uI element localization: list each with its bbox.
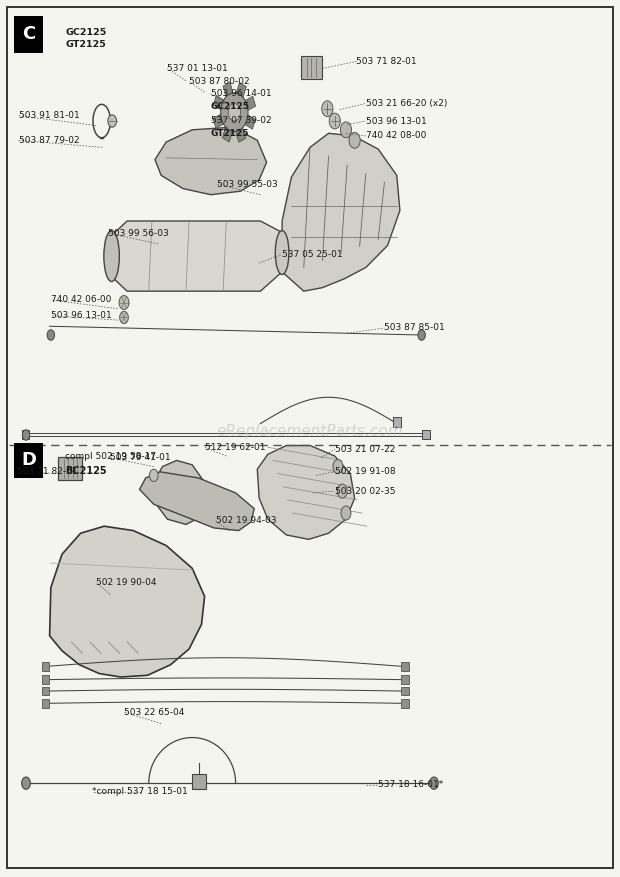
Text: 503 96 14-01: 503 96 14-01 (211, 89, 272, 98)
Polygon shape (223, 127, 232, 142)
Polygon shape (257, 446, 355, 539)
Text: eReplacementParts.com: eReplacementParts.com (216, 424, 404, 439)
Text: 503 96 13-01: 503 96 13-01 (366, 117, 427, 125)
Text: 503 22 65-04: 503 22 65-04 (124, 708, 184, 717)
FancyBboxPatch shape (42, 687, 49, 695)
FancyBboxPatch shape (42, 699, 49, 708)
Text: GT2125: GT2125 (65, 40, 106, 49)
Text: BC2125: BC2125 (65, 466, 107, 476)
Polygon shape (246, 96, 255, 111)
Text: 502 19 90-04: 502 19 90-04 (96, 578, 157, 587)
FancyBboxPatch shape (42, 662, 49, 671)
Text: 503 99 55-03: 503 99 55-03 (217, 180, 278, 189)
Circle shape (337, 484, 347, 498)
Text: 503 20 02-35: 503 20 02-35 (335, 487, 396, 496)
Circle shape (228, 103, 241, 121)
Text: 537 07 39-02: 537 07 39-02 (211, 116, 272, 125)
Text: 503 21 07-22: 503 21 07-22 (335, 445, 395, 453)
Circle shape (341, 506, 351, 520)
Text: 740 42 06-00: 740 42 06-00 (51, 296, 111, 304)
Circle shape (340, 122, 352, 138)
Polygon shape (245, 115, 255, 129)
FancyBboxPatch shape (42, 675, 49, 684)
Text: GC2125: GC2125 (65, 28, 107, 37)
FancyBboxPatch shape (393, 417, 401, 427)
Ellipse shape (104, 231, 119, 282)
Polygon shape (223, 82, 233, 96)
Circle shape (119, 296, 129, 310)
Text: 503 71 82-01: 503 71 82-01 (17, 467, 78, 476)
Text: GT2125: GT2125 (211, 129, 249, 138)
Text: 503 79 41-01: 503 79 41-01 (110, 453, 171, 462)
Circle shape (108, 115, 117, 127)
Text: 503 87 79-02: 503 87 79-02 (19, 136, 79, 145)
Ellipse shape (275, 231, 289, 275)
Text: D: D (21, 452, 36, 469)
FancyBboxPatch shape (14, 16, 43, 53)
Text: 740 42 08-00: 740 42 08-00 (366, 132, 426, 140)
FancyBboxPatch shape (401, 662, 409, 671)
FancyBboxPatch shape (401, 699, 409, 708)
FancyBboxPatch shape (401, 687, 409, 695)
Circle shape (349, 132, 360, 148)
Polygon shape (154, 460, 208, 524)
Circle shape (47, 330, 55, 340)
Text: 512 19 62-01: 512 19 62-01 (205, 443, 265, 452)
FancyBboxPatch shape (301, 56, 322, 79)
Text: C: C (22, 25, 35, 43)
Circle shape (22, 777, 30, 789)
Circle shape (418, 330, 425, 340)
Text: 503 21 66-20 (x2): 503 21 66-20 (x2) (366, 99, 447, 108)
Circle shape (430, 777, 438, 789)
Text: 503 96 13-01: 503 96 13-01 (51, 311, 112, 320)
Polygon shape (236, 128, 246, 142)
Text: 503 87 85-01: 503 87 85-01 (384, 324, 445, 332)
FancyBboxPatch shape (192, 774, 206, 789)
FancyBboxPatch shape (422, 430, 430, 439)
Circle shape (333, 460, 343, 474)
Polygon shape (155, 127, 267, 195)
Polygon shape (140, 472, 254, 531)
Text: 503 87 80-02: 503 87 80-02 (189, 77, 250, 86)
Circle shape (329, 113, 340, 129)
Text: 503 91 81-01: 503 91 81-01 (19, 111, 79, 120)
Polygon shape (213, 96, 224, 110)
Text: 537 18 16-01*: 537 18 16-01* (378, 781, 443, 789)
Text: 503 71 82-01: 503 71 82-01 (356, 57, 417, 66)
Circle shape (22, 430, 30, 440)
Text: 502 19 94-03: 502 19 94-03 (216, 517, 277, 525)
Text: GC2125: GC2125 (211, 103, 250, 111)
FancyBboxPatch shape (7, 7, 613, 868)
Polygon shape (108, 221, 282, 291)
Text: 503 99 56-03: 503 99 56-03 (108, 229, 169, 238)
Polygon shape (282, 133, 400, 291)
Text: compl 502 19 58-17: compl 502 19 58-17 (65, 452, 156, 460)
Text: 502 19 91-08: 502 19 91-08 (335, 467, 396, 476)
Text: 537 01 13-01: 537 01 13-01 (167, 64, 228, 73)
Circle shape (120, 311, 128, 324)
Text: *compl 537 18 15-01: *compl 537 18 15-01 (92, 788, 187, 796)
Circle shape (149, 469, 158, 481)
Circle shape (322, 101, 333, 117)
Polygon shape (213, 114, 223, 128)
FancyBboxPatch shape (22, 430, 29, 439)
FancyBboxPatch shape (58, 457, 82, 480)
Polygon shape (236, 82, 246, 97)
FancyBboxPatch shape (14, 443, 43, 478)
Text: 537 05 25-01: 537 05 25-01 (282, 250, 343, 259)
Polygon shape (50, 526, 205, 677)
Circle shape (221, 93, 248, 132)
FancyBboxPatch shape (401, 675, 409, 684)
